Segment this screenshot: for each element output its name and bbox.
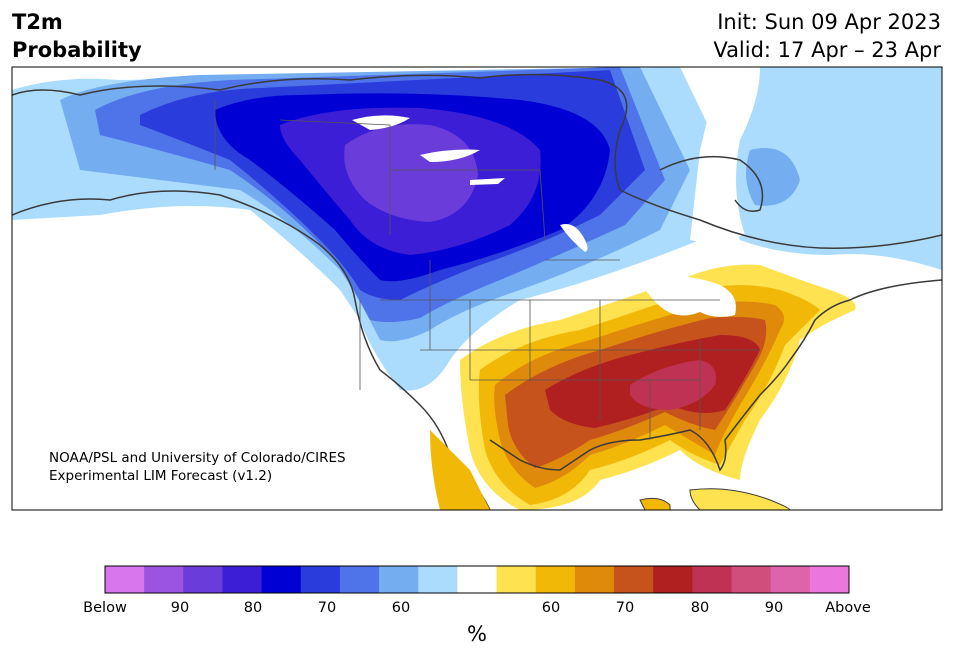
colorbar-swatch <box>105 566 145 593</box>
colorbar-swatch <box>653 566 693 593</box>
colorbar <box>105 566 850 593</box>
colorbar-swatch <box>809 566 850 593</box>
colorbar-swatch <box>731 566 772 593</box>
credit-line-2: Experimental LIM Forecast (v1.2) <box>49 468 273 484</box>
colorbar-swatch <box>418 566 458 593</box>
valid-range: Valid: 17 Apr – 23 Apr <box>713 38 941 62</box>
tick-label: 70 <box>615 600 635 616</box>
contour-90-below <box>344 124 478 222</box>
colorbar-unit: % <box>467 622 487 646</box>
colorbar-swatch <box>183 566 223 593</box>
tick-label: Above <box>825 600 871 616</box>
colorbar-swatch <box>222 566 263 593</box>
lake <box>352 115 410 130</box>
contour-70-below-east <box>746 148 800 206</box>
title-line-2: Probability <box>12 38 142 62</box>
tick-label: 80 <box>690 600 710 616</box>
tick-label: 80 <box>243 600 263 616</box>
island <box>639 497 671 510</box>
colorbar-swatch <box>614 566 654 593</box>
map-title: T2m Probability <box>12 8 142 64</box>
contour-60-below-east <box>726 67 942 270</box>
title-line-1: T2m <box>12 10 63 34</box>
tick-label: 90 <box>170 600 190 616</box>
colorbar-swatch <box>692 566 733 593</box>
tick-label: 70 <box>317 600 337 616</box>
colorbar-frame <box>104 565 850 594</box>
tick-label: 60 <box>541 600 561 616</box>
colorbar-swatch <box>574 566 615 593</box>
map-contours <box>12 67 942 510</box>
credit-line-1: NOAA/PSL and University of Colorado/CIRE… <box>49 450 346 466</box>
colorbar-swatch <box>379 566 419 593</box>
near-normal-east <box>690 67 760 242</box>
credit-text: NOAA/PSL and University of Colorado/CIRE… <box>49 449 346 485</box>
lake <box>420 149 480 162</box>
lake <box>560 224 588 252</box>
forecast-dates: Init: Sun 09 Apr 2023 Valid: 17 Apr – 23… <box>713 8 941 64</box>
map-frame <box>11 66 943 511</box>
colorbar-swatch <box>339 566 380 593</box>
colorbar-swatch <box>770 566 811 593</box>
lake <box>470 178 505 185</box>
init-date: Init: Sun 09 Apr 2023 <box>717 10 941 34</box>
colorbar-swatch <box>496 566 537 593</box>
great-lakes <box>640 276 736 317</box>
state-borders <box>214 100 760 440</box>
colorbar-swatch <box>457 566 498 593</box>
colorbar-swatch <box>144 566 184 593</box>
cuba <box>689 488 791 510</box>
colorbar-swatch <box>261 566 302 593</box>
tick-label: 60 <box>391 600 411 616</box>
colorbar-swatch <box>535 566 576 593</box>
coastline <box>12 73 942 510</box>
colorbar-swatch <box>300 566 341 593</box>
tick-label: Below <box>83 600 127 616</box>
tick-label: 90 <box>764 600 784 616</box>
contour-85-above <box>630 360 716 410</box>
mexico <box>430 430 490 510</box>
